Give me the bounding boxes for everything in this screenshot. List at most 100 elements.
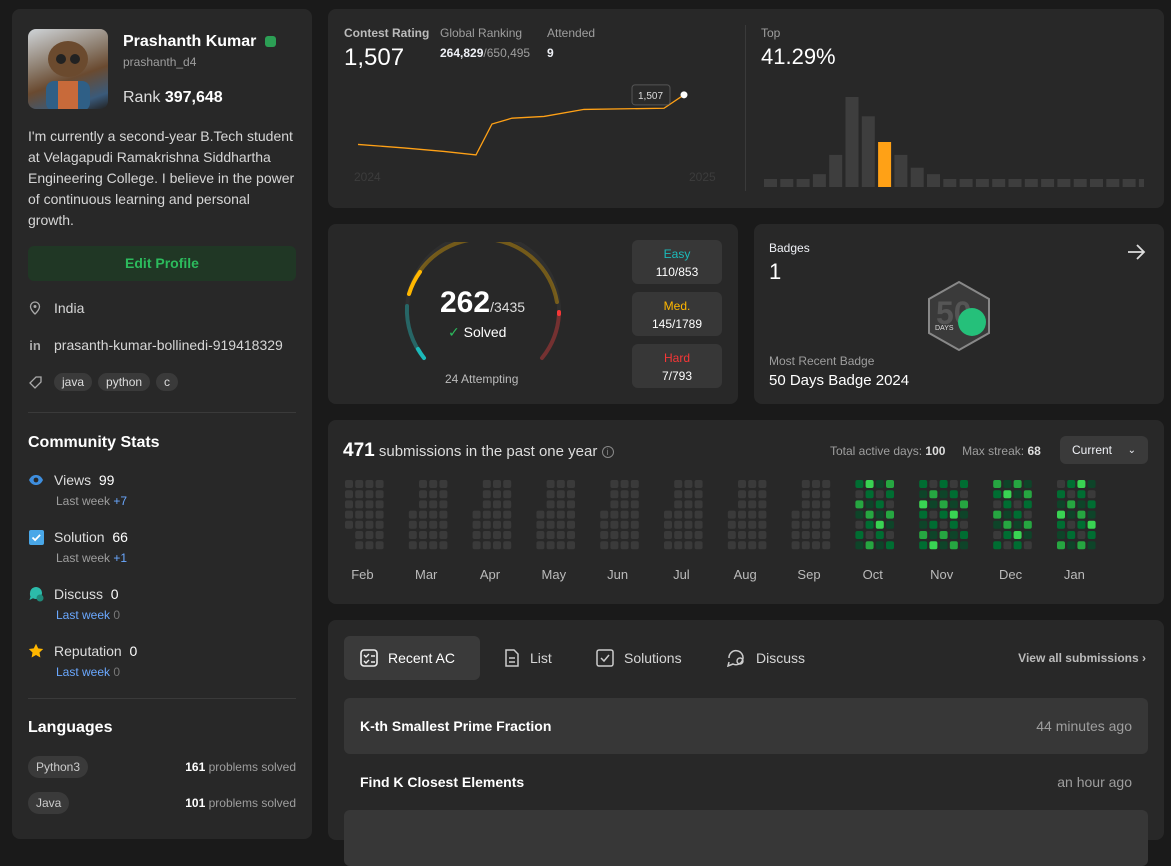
heatmap-cell <box>365 521 373 529</box>
histogram-bar <box>911 168 924 187</box>
heatmap-cell <box>855 521 863 529</box>
heatmap-cell <box>802 500 810 508</box>
heatmap-cell <box>792 531 800 539</box>
heatmap-cell <box>695 531 703 539</box>
verified-icon <box>265 36 276 47</box>
heatmap-month-label: Jun <box>607 567 628 582</box>
chevron-down-icon: ⌄ <box>1128 445 1136 456</box>
skill-tag[interactable]: java <box>54 373 92 391</box>
heatmap-cell <box>993 490 1001 498</box>
view-all-submissions-link[interactable]: View all submissions › <box>1018 651 1146 665</box>
arrow-right-icon[interactable] <box>1126 242 1146 262</box>
heatmap-cell <box>345 511 353 519</box>
tab-solutions[interactable]: Solutions <box>580 636 698 680</box>
language-pill[interactable]: Python3 <box>28 756 88 778</box>
heatmap-cell <box>345 480 353 488</box>
heatmap-month-label: Jan <box>1064 567 1085 582</box>
heatmap-cell <box>355 490 363 498</box>
check-square-icon <box>596 649 614 667</box>
tab-recent-ac[interactable]: Recent AC <box>344 636 480 680</box>
heatmap-cell <box>758 521 766 529</box>
heatmap-cell <box>738 480 746 488</box>
heatmap-cell <box>1057 531 1065 539</box>
heatmap-cell <box>876 521 884 529</box>
heatmap-cell <box>483 480 491 488</box>
heatmap-cell <box>960 500 968 508</box>
heatmap-cell <box>1088 500 1096 508</box>
edit-profile-button[interactable]: Edit Profile <box>28 246 296 281</box>
heatmap-cell <box>993 531 1001 539</box>
heatmap-cell <box>822 521 830 529</box>
heatmap-cell <box>567 521 575 529</box>
heatmap-cell <box>822 531 830 539</box>
avatar[interactable] <box>28 29 108 109</box>
heatmap-cell <box>1003 531 1011 539</box>
heatmap-cell <box>960 521 968 529</box>
heatmap-cell <box>631 480 639 488</box>
heatmap-cell <box>473 541 481 549</box>
heatmap-cell <box>355 531 363 539</box>
heatmap-cell <box>950 511 958 519</box>
rating-distribution-histogram[interactable] <box>764 94 1144 189</box>
heatmap-cell <box>940 500 948 508</box>
heatmap-cell <box>419 541 427 549</box>
heatmap-cell <box>493 531 501 539</box>
heatmap-cell <box>1003 541 1011 549</box>
heatmap-cell <box>758 541 766 549</box>
solved-label: ✓ Solved <box>448 324 506 341</box>
heatmap-cell <box>439 521 447 529</box>
heatmap-cell <box>365 480 373 488</box>
heatmap-cell <box>886 480 894 488</box>
heatmap-cell <box>960 531 968 539</box>
heatmap-cell <box>674 541 682 549</box>
tab-list[interactable]: List <box>488 636 568 680</box>
heatmap-cell <box>866 500 874 508</box>
heatmap-cell <box>876 500 884 508</box>
year-select[interactable]: Current⌄ <box>1060 436 1148 464</box>
heatmap-cell <box>950 541 958 549</box>
heatmap-cell <box>802 480 810 488</box>
heatmap-cell <box>536 541 544 549</box>
histogram-bar <box>797 179 810 187</box>
heatmap-cell <box>1014 541 1022 549</box>
info-icon[interactable]: i <box>602 446 614 458</box>
document-icon <box>504 649 520 667</box>
rating-history-chart[interactable]: 2024 2025 1,507 <box>344 79 724 189</box>
solved-count: 262/3435 <box>440 286 525 320</box>
skill-tag[interactable]: c <box>156 373 178 391</box>
heatmap-cell <box>919 531 927 539</box>
heatmap-cell <box>855 480 863 488</box>
heatmap-cell <box>886 541 894 549</box>
rating-point[interactable] <box>681 91 688 98</box>
language-pill[interactable]: Java <box>28 792 69 814</box>
heatmap-cell <box>748 521 756 529</box>
checkbox-icon <box>28 529 44 545</box>
difficulty-medium[interactable]: Med.145/1789 <box>632 292 722 336</box>
heatmap-cell <box>728 541 736 549</box>
heatmap-cell <box>866 490 874 498</box>
heatmap-cell <box>493 511 501 519</box>
heatmap-cell <box>886 500 894 508</box>
heatmap-cell <box>1003 490 1011 498</box>
heatmap-cell <box>419 511 427 519</box>
badge-image[interactable]: 50 DAYS <box>926 280 992 352</box>
tab-discuss[interactable]: Discuss <box>710 636 821 680</box>
submissions-heatmap-card: 471 submissions in the past one year i T… <box>328 420 1164 604</box>
heatmap-cell <box>1057 521 1065 529</box>
submission-row[interactable] <box>344 810 1148 866</box>
skill-tag[interactable]: python <box>98 373 150 391</box>
heatmap-cell <box>684 521 692 529</box>
heatmap-cell <box>621 521 629 529</box>
histogram-bar <box>992 179 1005 187</box>
heatmap-cell <box>536 511 544 519</box>
heatmap-cell <box>802 541 810 549</box>
heatmap-cell <box>1067 500 1075 508</box>
heatmap-cell <box>792 511 800 519</box>
